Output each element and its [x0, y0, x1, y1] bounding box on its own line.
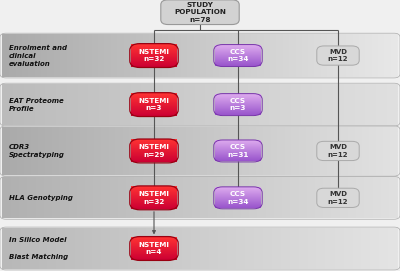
Text: NSTEMI
n=32: NSTEMI n=32	[138, 191, 170, 205]
Text: MVD
n=12: MVD n=12	[328, 144, 348, 158]
Text: HLA Genotyping: HLA Genotyping	[9, 195, 73, 201]
Text: Enrolment and
clinical
evaluation: Enrolment and clinical evaluation	[9, 44, 67, 67]
Text: EAT Proteome
Profile: EAT Proteome Profile	[9, 98, 64, 112]
FancyBboxPatch shape	[317, 141, 359, 160]
FancyBboxPatch shape	[161, 0, 239, 25]
Text: CCS
n=34: CCS n=34	[227, 49, 249, 62]
Text: NSTEMI
n=29: NSTEMI n=29	[138, 144, 170, 158]
Text: CCS
n=3: CCS n=3	[230, 98, 246, 111]
Text: NSTEMI
n=32: NSTEMI n=32	[138, 49, 170, 62]
Text: NSTEMI
n=3: NSTEMI n=3	[138, 98, 170, 111]
FancyBboxPatch shape	[317, 46, 359, 65]
Text: CDR3
Spectratyping: CDR3 Spectratyping	[9, 144, 65, 158]
Text: STUDY
POPULATION
n=78: STUDY POPULATION n=78	[174, 2, 226, 23]
FancyBboxPatch shape	[317, 188, 359, 208]
Text: In Silico Model

Blast Matching: In Silico Model Blast Matching	[9, 237, 68, 260]
Text: NSTEMI
n=4: NSTEMI n=4	[138, 242, 170, 255]
Text: CCS
n=34: CCS n=34	[227, 191, 249, 205]
Text: MVD
n=12: MVD n=12	[328, 49, 348, 62]
Text: MVD
n=12: MVD n=12	[328, 191, 348, 205]
Text: CCS
n=31: CCS n=31	[227, 144, 249, 158]
